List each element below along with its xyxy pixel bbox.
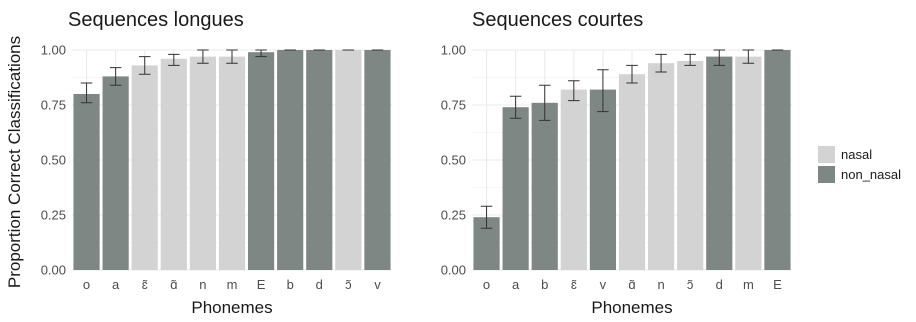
x-axis-title: Phonemes (591, 298, 672, 317)
legend-swatch-non-nasal (818, 166, 835, 183)
bar-nasal (218, 56, 246, 270)
bar-nasal (677, 61, 704, 270)
panel-sequences-courtes: Sequences courtes 0.00 0.25 0.50 0.75 1.00 o a b… (441, 9, 792, 317)
bar-non-nasal (502, 107, 529, 270)
y-tick-label: 1.00 (41, 43, 66, 58)
y-axis-title: Proportion Correct Classifications (5, 36, 24, 288)
x-tick-label: b (287, 277, 294, 292)
x-tick-label: m (227, 277, 238, 292)
y-tick-label: 1.00 (441, 43, 466, 58)
bar-nasal (160, 58, 187, 270)
y-tick-label: 0.25 (441, 208, 466, 223)
y-tick-label: 0.75 (41, 98, 66, 113)
x-tick-label: ɔ̃ (687, 277, 694, 292)
legend-label-nasal: nasal (841, 147, 872, 162)
bar-nasal (618, 74, 646, 270)
error-bar (568, 80, 580, 102)
x-tick-label: o (83, 277, 90, 292)
x-tick-label: ɔ̃ (345, 277, 352, 292)
error-bar (742, 49, 755, 64)
error-bar (226, 49, 238, 64)
bar-nasal (189, 56, 216, 270)
error-bar (109, 67, 122, 86)
bar-nasal (131, 65, 158, 271)
y-tick-label: 0.50 (441, 153, 466, 168)
bar-non-nasal (706, 56, 733, 270)
legend: nasal non_nasal (818, 146, 901, 183)
chart-title: Sequences courtes (472, 9, 643, 31)
error-bar (480, 205, 493, 229)
x-axis-title: Phonemes (191, 298, 272, 317)
error-bar (255, 49, 267, 58)
x-tick-label: E (773, 277, 782, 292)
y-tick-label: 0.75 (441, 98, 466, 113)
error-bar (197, 49, 209, 64)
error-bar (597, 69, 609, 113)
chart-title: Sequences longues (68, 9, 244, 31)
x-tick-label: n (657, 277, 664, 292)
error-bar (168, 53, 180, 66)
y-tick-label: 0.00 (441, 263, 466, 278)
error-bar (138, 56, 151, 75)
bar-non-nasal (102, 76, 129, 271)
y-tick-label: 0.50 (41, 153, 66, 168)
error-bar (509, 95, 522, 119)
legend-swatch-nasal (818, 146, 835, 163)
y-tick-label: 0.25 (41, 208, 66, 223)
x-tick-label: a (512, 277, 520, 292)
legend-label-non-nasal: non_nasal (841, 167, 901, 182)
panel-sequences-longues: Sequences longues 0.00 0.25 0.50 0.75 1.00 o a ɛ… (41, 9, 392, 317)
bar-non-nasal (248, 52, 275, 271)
x-tick-label: d (716, 277, 723, 292)
bar-non-nasal (531, 102, 558, 270)
bar-non-nasal (73, 94, 100, 270)
bar-non-nasal (364, 50, 391, 270)
error-bar (684, 53, 696, 66)
x-tick-label: m (743, 277, 754, 292)
error-bar (538, 84, 551, 121)
x-tick-label: ɑ̃ (170, 277, 177, 292)
bar-nasal (335, 50, 362, 270)
x-tick-label: n (199, 277, 206, 292)
x-tick-label: v (374, 277, 381, 292)
error-bar (80, 82, 93, 104)
bar-non-nasal (277, 50, 304, 270)
x-tick-label: b (541, 277, 548, 292)
bar-non-nasal (589, 89, 616, 270)
bar-nasal (648, 63, 675, 271)
bar-nasal (735, 56, 762, 270)
y-tick-label: 0.00 (41, 263, 66, 278)
error-bar (626, 64, 638, 84)
x-tick-label: a (112, 277, 120, 292)
x-tick-label: ɛ̃ (142, 277, 148, 292)
bar-non-nasal (306, 50, 333, 270)
x-tick-label: d (316, 277, 323, 292)
error-bar (655, 53, 667, 73)
x-tick-label: v (600, 277, 607, 292)
error-bar (713, 49, 726, 66)
bar-nasal (560, 89, 587, 270)
x-tick-label: ɑ̃ (628, 277, 635, 292)
bar-non-nasal (764, 50, 791, 270)
x-tick-label: o (483, 277, 490, 292)
x-tick-label: E (257, 277, 266, 292)
x-tick-label: ɛ̃ (571, 277, 577, 292)
